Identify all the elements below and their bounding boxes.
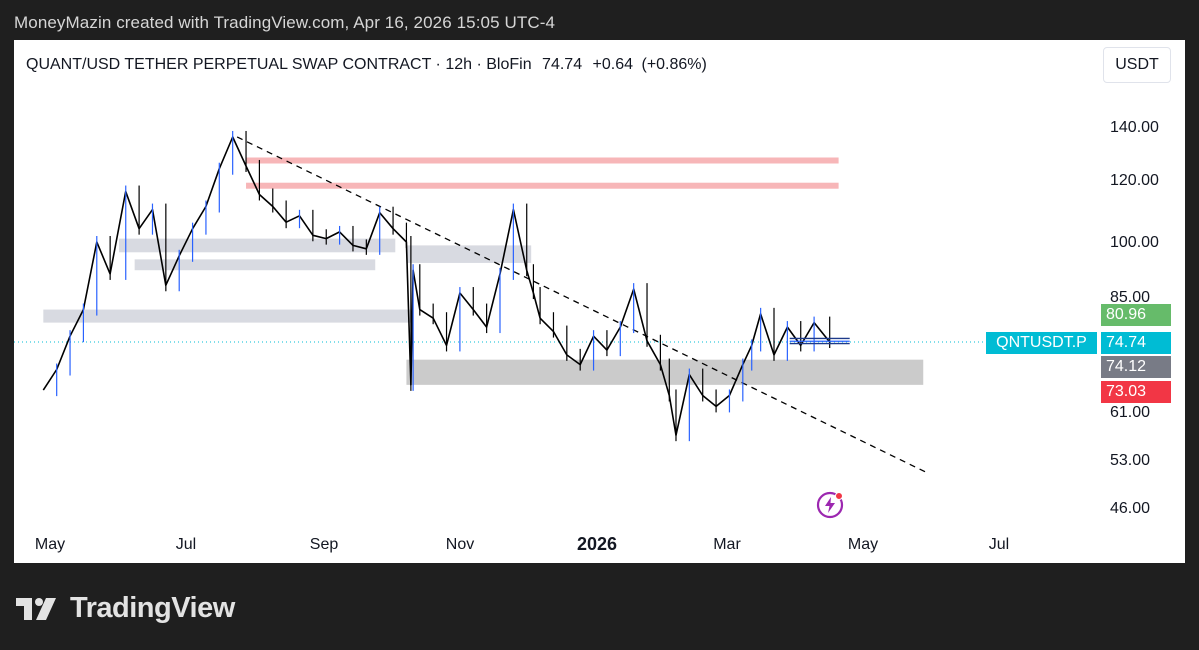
price-zone-4	[406, 245, 532, 263]
time-tick-mar-2026: Mar	[713, 536, 741, 553]
green-price-tag: 80.96	[1101, 304, 1171, 326]
legend-change: +0.64	[592, 56, 634, 73]
price-zone-2	[134, 259, 376, 271]
legend-last: 74.74	[542, 56, 583, 73]
header-caption: MoneyMazin created with TradingView.com,…	[14, 13, 556, 32]
legend-interval[interactable]: 12h	[445, 56, 473, 73]
legend-sep-2: ·	[472, 56, 487, 73]
legend-symbol: QUANT/USD TETHER PERPETUAL SWAP CONTRACT	[26, 56, 432, 73]
price-tick-46: 46.00	[1110, 500, 1151, 517]
tradingview-footer: TradingView	[16, 592, 235, 625]
price-chart[interactable]	[14, 40, 1185, 563]
tradingview-logo-icon	[16, 597, 56, 620]
price-tick-53: 53.00	[1110, 452, 1151, 469]
resistance-line-1	[246, 182, 839, 189]
downtrend-line	[236, 136, 928, 474]
price-tick-100: 100.00	[1110, 234, 1159, 251]
symbol-legend: QUANT/USD TETHER PERPETUAL SWAP CONTRACT…	[26, 56, 707, 74]
resistance-line-0	[246, 157, 839, 164]
time-tick-nov-2025: Nov	[445, 536, 475, 553]
time-tick-may-2025: May	[34, 536, 66, 553]
price-tick-120: 120.00	[1110, 172, 1159, 189]
symbol-price-tag[interactable]: QNTUSDT.P	[986, 332, 1097, 354]
chart-panel[interactable]: QUANT/USD TETHER PERPETUAL SWAP CONTRACT…	[14, 40, 1185, 563]
last-price-tag: 74.74	[1101, 332, 1171, 354]
price-tick-85: 85.00	[1110, 289, 1151, 306]
time-tick-jul-2025: Jul	[175, 536, 197, 553]
legend-change-pct: (+0.86%)	[641, 56, 707, 73]
time-tick-may-2026: May	[847, 536, 879, 553]
lightning-icon[interactable]	[816, 491, 844, 519]
legend-exchange: BloFin	[486, 56, 532, 73]
time-tick-jul-2026: Jul	[988, 536, 1010, 553]
legend-sep-1: ·	[431, 56, 446, 73]
time-tick-2026: 2026	[576, 534, 618, 554]
price-tick-61: 61.00	[1110, 404, 1151, 421]
currency-button[interactable]: USDT	[1103, 47, 1171, 83]
price-zone-3	[43, 309, 411, 323]
time-tick-sep-2025: Sep	[309, 536, 339, 553]
price-series-line	[42, 136, 831, 436]
brand-wordmark: TradingView	[70, 592, 235, 624]
red-price-tag: 73.03	[1101, 381, 1171, 403]
gray-price-tag: 74.12	[1101, 356, 1171, 378]
price-tick-140: 140.00	[1110, 119, 1159, 136]
